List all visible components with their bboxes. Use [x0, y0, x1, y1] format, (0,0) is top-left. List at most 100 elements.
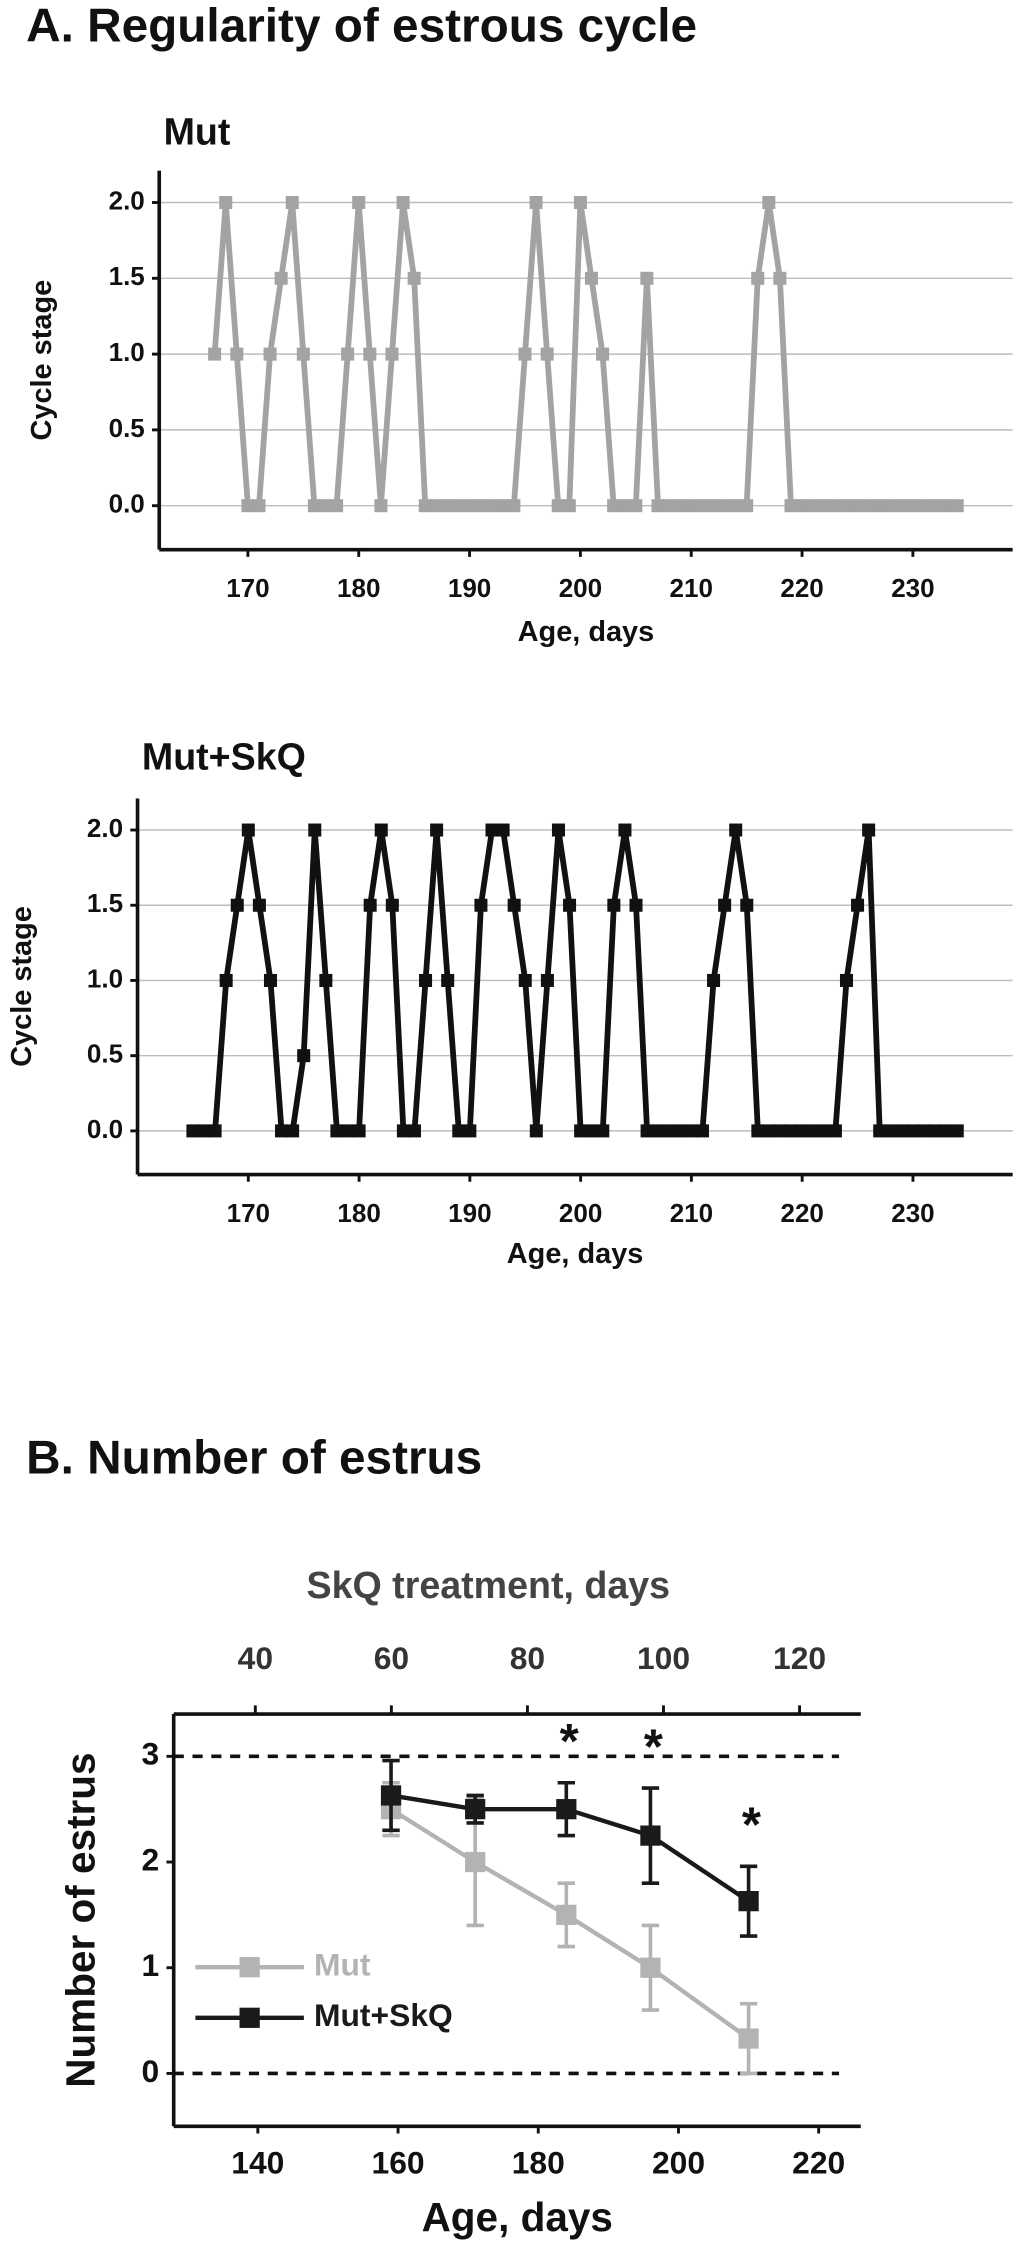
x2-tick-label: 80: [510, 1640, 545, 1676]
y-tick-label: 0.5: [109, 413, 145, 443]
x-tick-label: 220: [780, 573, 823, 603]
x-tick-label: 160: [372, 2145, 425, 2181]
data-point: [873, 1124, 887, 1138]
data-point: [684, 1124, 698, 1138]
significance-mark: *: [560, 1714, 580, 1769]
data-point: [208, 1124, 222, 1138]
data-point: [707, 973, 721, 987]
y-axis-label: Number of estrus: [58, 1753, 104, 2088]
data-point: [396, 1124, 410, 1138]
data-point: [540, 347, 554, 361]
data-point: [363, 347, 377, 361]
data-point: [363, 898, 377, 912]
data-point: [884, 499, 898, 513]
data-point: [762, 1124, 776, 1138]
data-point: [684, 499, 698, 513]
data-point: [695, 1124, 709, 1138]
y-tick-label: 0.0: [87, 1114, 123, 1144]
x-tick-label: 140: [231, 2145, 284, 2181]
data-point: [640, 1825, 661, 1846]
data-point: [429, 499, 443, 513]
data-point: [430, 823, 444, 837]
data-point: [784, 1124, 798, 1138]
x-tick-label: 190: [448, 1198, 491, 1228]
data-point: [629, 898, 643, 912]
data-point: [297, 1049, 311, 1063]
data-point: [263, 347, 277, 361]
data-point: [352, 196, 366, 210]
data-point: [917, 499, 931, 513]
data-point: [465, 1851, 486, 1873]
data-point: [485, 499, 499, 513]
data-point: [640, 1957, 661, 1978]
data-point: [629, 499, 643, 513]
data-point: [496, 499, 510, 513]
data-point: [219, 196, 233, 210]
data-point: [717, 499, 731, 513]
data-point: [928, 499, 942, 513]
data-point: [496, 823, 510, 837]
legend-marker: [239, 2007, 260, 2028]
data-point: [738, 1891, 759, 1912]
data-point: [452, 1124, 466, 1138]
y-tick-label: 2.0: [109, 185, 145, 215]
data-point: [330, 499, 344, 513]
data-point: [230, 898, 244, 912]
data-point: [407, 1124, 421, 1138]
data-point: [465, 1799, 486, 1820]
data-point: [895, 1124, 909, 1138]
x-tick-label: 210: [670, 1198, 713, 1228]
data-point: [518, 347, 532, 361]
data-point: [917, 1124, 931, 1138]
x-tick-label: 180: [512, 2145, 565, 2181]
data-point: [385, 347, 399, 361]
data-point: [773, 1124, 787, 1138]
data-point: [551, 823, 565, 837]
data-point: [839, 973, 853, 987]
data-point: [308, 823, 322, 837]
data-point: [806, 1124, 820, 1138]
significance-mark: *: [644, 1719, 664, 1774]
data-point: [319, 973, 333, 987]
data-point: [374, 823, 388, 837]
data-point: [640, 271, 654, 285]
data-point: [817, 499, 831, 513]
data-point: [474, 499, 488, 513]
data-point: [286, 1124, 300, 1138]
data-point: [197, 1124, 211, 1138]
data-point: [718, 898, 732, 912]
data-point: [374, 499, 388, 513]
data-point: [939, 1124, 953, 1138]
legend-label: Mut: [314, 1947, 371, 1983]
data-point: [738, 2028, 759, 2049]
x-tick-label: 200: [559, 573, 602, 603]
data-point: [296, 347, 310, 361]
data-point: [640, 1124, 654, 1138]
y-tick-label: 1: [142, 1947, 160, 1983]
data-point: [950, 499, 964, 513]
y-tick-label: 3: [142, 1736, 160, 1772]
data-point: [441, 973, 455, 987]
data-point: [651, 1124, 665, 1138]
data-point: [529, 196, 543, 210]
chart-title: Mut: [164, 110, 231, 152]
data-point: [806, 499, 820, 513]
data-point: [828, 1124, 842, 1138]
x-axis-label: Age, days: [422, 2194, 613, 2240]
data-point: [729, 823, 743, 837]
data-point: [463, 499, 477, 513]
data-point: [418, 499, 432, 513]
data-point: [556, 1799, 577, 1820]
data-point: [407, 271, 421, 285]
data-point: [440, 499, 454, 513]
data-point: [556, 1904, 577, 1926]
x-tick-label: 210: [670, 573, 713, 603]
data-point: [241, 823, 255, 837]
data-point: [662, 1124, 676, 1138]
x-tick-label: 220: [792, 2145, 845, 2181]
data-point: [906, 499, 920, 513]
data-point: [839, 499, 853, 513]
data-point: [451, 499, 465, 513]
y-axis-label: Cycle stage: [6, 906, 38, 1067]
data-point: [607, 898, 621, 912]
